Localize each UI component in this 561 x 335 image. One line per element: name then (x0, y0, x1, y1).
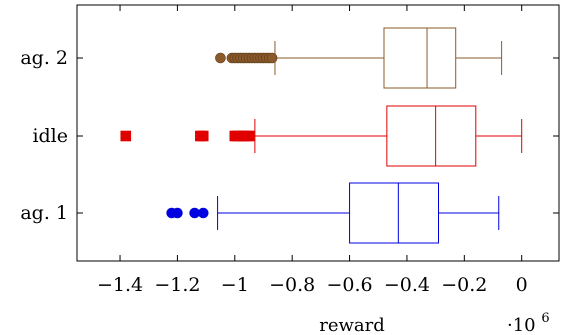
x-scale-label: ·10 6 (507, 311, 550, 335)
outlier-marker (243, 130, 255, 142)
outlier-marker (266, 52, 278, 64)
plot-frame (76, 4, 560, 262)
x-scale-base: ·10 (507, 315, 536, 335)
outlier-marker (120, 130, 132, 142)
x-tick-label: −0.8 (269, 274, 315, 296)
box-series-group (166, 182, 500, 244)
x-tick-label: −1.4 (97, 274, 143, 296)
category-label: idle (32, 125, 68, 147)
x-tick-label: −1 (221, 274, 249, 296)
x-tick-label: 0 (516, 274, 528, 296)
x-axis-label: reward (319, 315, 385, 335)
box-series-group (215, 27, 503, 89)
x-tick-label: −1.2 (154, 274, 200, 296)
x-tick-label: −0.4 (384, 274, 430, 296)
box-series (120, 27, 523, 244)
box-iqr (349, 182, 439, 244)
category-labels: ag. 2 idle ag. 1 (20, 47, 559, 224)
outlier-marker (197, 130, 209, 142)
outlier-marker (172, 207, 183, 219)
outlier-marker (197, 207, 209, 219)
x-ticks: −1.4 −1.2 −1 −0.8 −0.6 −0.4 −0.2 0 (97, 5, 528, 296)
category-label: ag. 2 (20, 47, 68, 69)
x-scale-exponent: 6 (541, 311, 549, 326)
box-iqr (383, 27, 457, 89)
box-series-group (120, 105, 523, 167)
x-tick-label: −0.6 (326, 274, 372, 296)
box-iqr (386, 105, 477, 167)
outlier-marker (215, 52, 226, 64)
category-label: ag. 1 (20, 202, 68, 224)
x-tick-label: −0.2 (441, 274, 487, 296)
